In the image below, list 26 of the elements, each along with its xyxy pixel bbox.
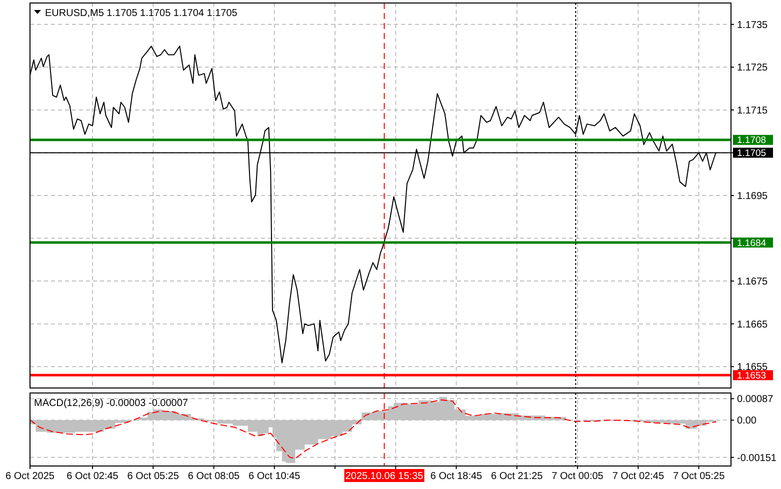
x-tick-label: 7 Oct 05:25 bbox=[672, 471, 726, 482]
x-tick-label: 7 Oct 02:45 bbox=[612, 471, 664, 482]
y-tick-label: 1.1695 bbox=[737, 191, 768, 202]
y-tick-label: 1.1715 bbox=[737, 105, 768, 116]
ref-line-label: 1.1684 bbox=[737, 238, 766, 249]
y-tick-label: 1.1665 bbox=[737, 319, 768, 330]
x-tick-label: 6 Oct 10:45 bbox=[248, 471, 301, 482]
text: EURUSD,M5 1.1705 1.1705 1.1704 1.1705 bbox=[45, 8, 238, 19]
ref-line-label: 1.1705 bbox=[737, 148, 766, 160]
ref-line-label: 1.1708 bbox=[737, 135, 766, 146]
x-tick-label: 6 Oct 2025 bbox=[6, 471, 55, 482]
x-tick-label: 7 Oct 00:05 bbox=[552, 471, 604, 482]
y-tick-label: -0.00151 bbox=[737, 452, 777, 464]
y-tick-label: 1.1725 bbox=[737, 62, 768, 74]
text: MACD(12,26,9) -0.00003 -0.00007 bbox=[34, 398, 188, 409]
x-tick-label: 6 Oct 21:25 bbox=[491, 471, 544, 482]
y-tick-label: 1.1675 bbox=[737, 276, 768, 288]
x-tick-label: 6 Oct 18:45 bbox=[430, 471, 483, 482]
y-tick-label: 0.00 bbox=[737, 416, 757, 427]
x-tick-label: 6 Oct 02:45 bbox=[66, 471, 119, 482]
ref-line-label: 1.1653 bbox=[737, 370, 766, 382]
x-tick-label: 6 Oct 05:25 bbox=[127, 471, 180, 482]
y-tick-label: 0.00087 bbox=[737, 394, 774, 406]
ref-line-label: 2025.10.06 15:35 bbox=[345, 471, 424, 482]
y-tick-label: 1.1735 bbox=[737, 20, 768, 31]
x-tick-label: 6 Oct 08:05 bbox=[188, 471, 240, 482]
